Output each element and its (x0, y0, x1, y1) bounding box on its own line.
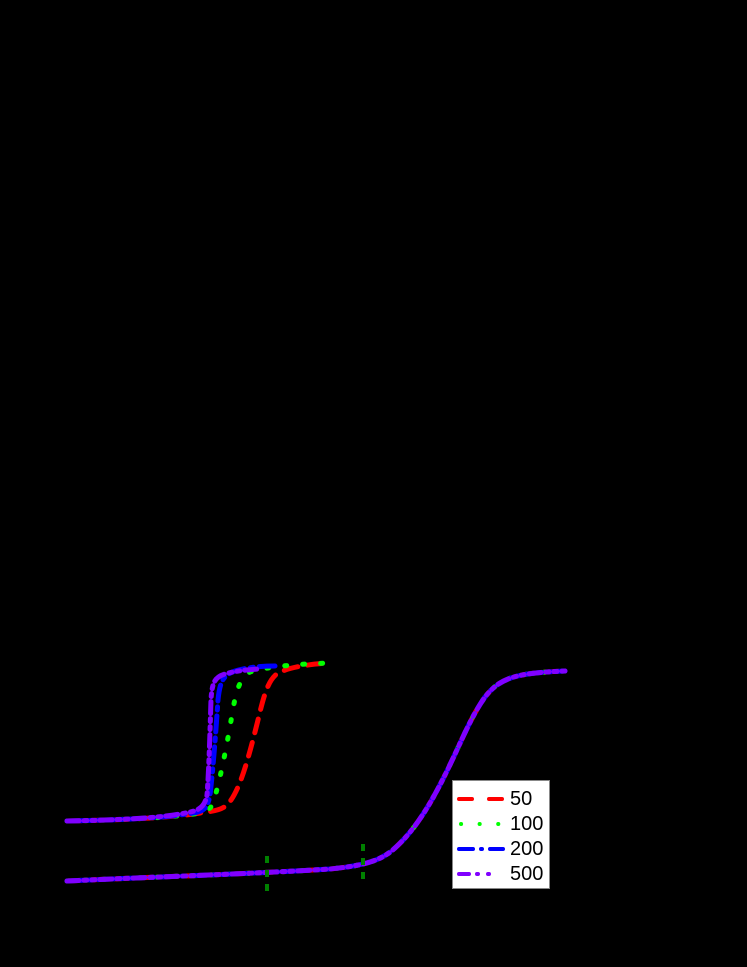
legend-swatch-dashdotdot-purple (457, 872, 505, 876)
series-500-left (64, 666, 261, 824)
legend-label: 50 (510, 788, 533, 810)
legend-swatch-dashed-red (457, 797, 505, 801)
legend-item-100: 100 (453, 812, 551, 837)
legend-swatch-dashdot-blue (457, 847, 505, 851)
right-sigmoid-group (64, 668, 568, 884)
legend: 50 100 200 500 (452, 780, 550, 889)
legend-label: 200 (510, 838, 544, 860)
series-500-right (64, 668, 568, 884)
legend-item-50: 50 (453, 787, 551, 812)
legend-item-200: 200 (453, 837, 551, 862)
legend-label: 500 (510, 863, 544, 885)
legend-label: 100 (510, 813, 544, 835)
legend-swatch-dotted-green (459, 822, 505, 826)
legend-item-500: 500 (453, 862, 551, 887)
series-100-left (64, 660, 333, 824)
series-50-left (64, 660, 333, 824)
left-hysteresis-group (64, 660, 333, 824)
series-200-left (64, 663, 278, 824)
